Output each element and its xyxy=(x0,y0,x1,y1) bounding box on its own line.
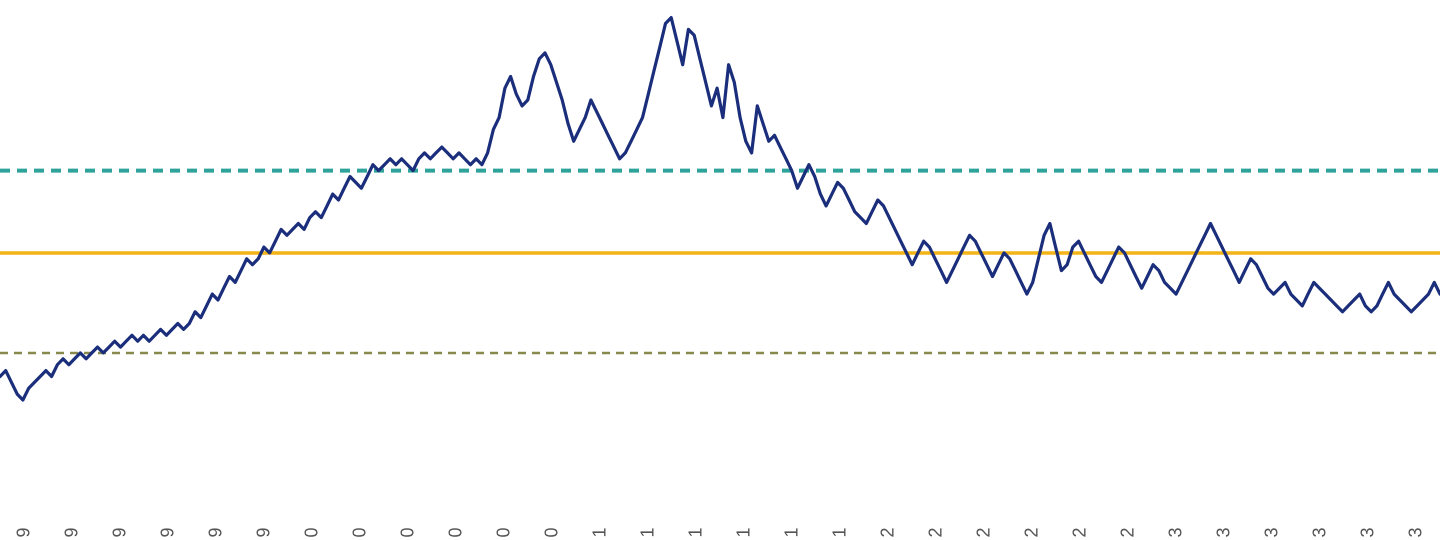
x-tick-label: 1 xyxy=(830,527,851,537)
timeseries-chart: 9 9 9 9 9 9 0 0 0 0 0 0 1 1 1 1 1 1 2 2 2 2 2 2 3 3 3 3 3 3 xyxy=(0,0,1440,540)
x-tick-label: 0 xyxy=(542,527,563,537)
x-tick-label: 0 xyxy=(398,527,419,537)
x-tick-label: 2 xyxy=(926,527,947,537)
price-line xyxy=(0,18,1440,400)
x-tick-label: 2 xyxy=(1070,527,1091,537)
x-tick-label: 9 xyxy=(14,527,35,537)
x-tick-label: 0 xyxy=(302,527,323,537)
x-tick-label: 9 xyxy=(62,527,83,537)
x-tick-label: 0 xyxy=(494,527,515,537)
x-tick-label: 9 xyxy=(158,527,179,537)
x-tick-label: 1 xyxy=(782,527,803,537)
x-tick-label: 9 xyxy=(254,527,275,537)
x-tick-label: 1 xyxy=(638,527,659,537)
x-tick-label: 9 xyxy=(110,527,131,537)
x-tick-label: 1 xyxy=(686,527,707,537)
x-tick-label: 2 xyxy=(1118,527,1139,537)
x-tick-label: 3 xyxy=(1358,527,1379,537)
x-tick-label: 3 xyxy=(1310,527,1331,537)
x-tick-label: 3 xyxy=(1214,527,1235,537)
x-tick-label: 2 xyxy=(1022,527,1043,537)
x-tick-label: 2 xyxy=(878,527,899,537)
x-tick-label: 9 xyxy=(206,527,227,537)
x-tick-label: 1 xyxy=(734,527,755,537)
x-tick-label: 0 xyxy=(446,527,467,537)
chart-canvas xyxy=(0,0,1440,540)
x-tick-label: 2 xyxy=(974,527,995,537)
x-tick-label: 3 xyxy=(1166,527,1187,537)
x-tick-label: 1 xyxy=(590,527,611,537)
x-tick-label: 0 xyxy=(350,527,371,537)
x-tick-label: 3 xyxy=(1262,527,1283,537)
x-tick-label: 3 xyxy=(1406,527,1427,537)
